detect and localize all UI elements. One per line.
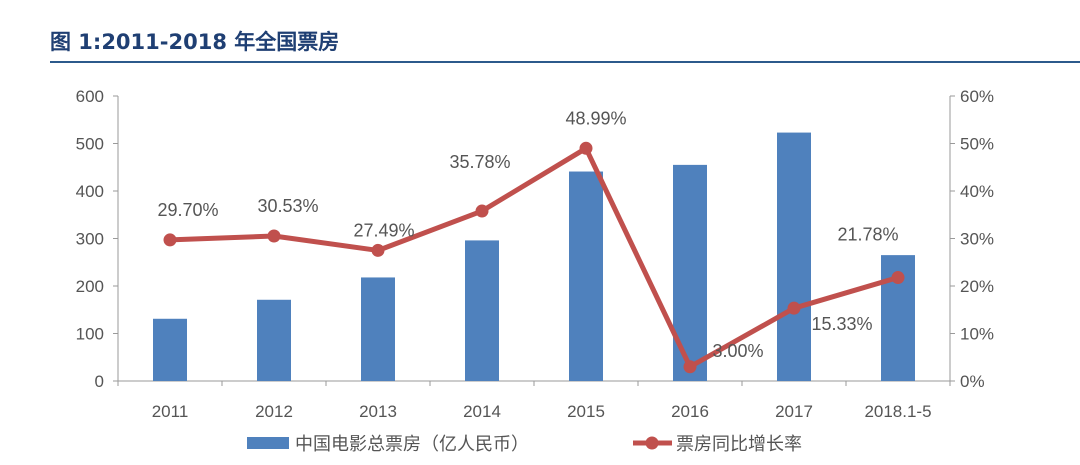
left-tick-label: 300 [76, 230, 104, 249]
growth-point-2017 [787, 301, 801, 315]
data-label: 29.70% [157, 200, 218, 220]
figure-title: 图 1:2011-2018 年全国票房 [50, 30, 340, 54]
right-tick-label: 50% [960, 135, 994, 154]
right-tick-label: 20% [960, 277, 994, 296]
bar-2015 [569, 171, 603, 381]
growth-point-2015 [579, 141, 593, 155]
growth-line [169, 145, 899, 370]
left-tick-label: 200 [76, 277, 104, 296]
bar-2016 [673, 164, 707, 381]
legend-line-label: 票房同比增长率 [676, 434, 802, 454]
right-tick-label: 10% [960, 325, 994, 344]
x-tick-label: 2014 [463, 402, 501, 421]
legend-bar-label: 中国电影总票房（亿人民币） [295, 434, 529, 454]
legend-bar-swatch [247, 437, 289, 449]
x-tick-label: 2011 [152, 402, 189, 421]
right-tick-label: 40% [960, 182, 994, 201]
left-tick-label: 100 [76, 325, 104, 344]
growth-point-2018.1-5 [891, 271, 905, 285]
bar-2012 [257, 299, 291, 381]
data-label: 3.00% [712, 341, 763, 361]
bar-2017 [777, 132, 811, 381]
growth-point-2016 [683, 360, 697, 374]
data-label: 15.33% [811, 314, 872, 334]
left-tick-label: 600 [76, 87, 104, 106]
right-tick-label: 30% [960, 230, 994, 249]
legend-line-marker [645, 436, 659, 450]
growth-point-2013 [371, 243, 385, 257]
data-label: 48.99% [565, 108, 626, 128]
x-tick-label: 2013 [359, 402, 397, 421]
title-divider [50, 61, 1080, 63]
bar-2011 [153, 318, 187, 381]
data-label: 35.78% [449, 152, 510, 172]
x-tick-label: 2017 [775, 402, 813, 421]
left-tick-label: 0 [95, 372, 104, 391]
x-tick-label: 2018.1-5 [864, 402, 931, 421]
growth-point-2011 [163, 233, 177, 247]
growth-point-2012 [267, 229, 281, 243]
data-label: 30.53% [257, 196, 318, 216]
x-tick-label: 2012 [255, 402, 293, 421]
growth-point-2014 [475, 204, 489, 218]
bar-2013 [361, 277, 395, 381]
x-tick-label: 2015 [567, 402, 605, 421]
bar-2014 [465, 240, 499, 381]
left-tick-label: 400 [76, 182, 104, 201]
left-tick-label: 500 [76, 135, 104, 154]
right-tick-label: 60% [960, 87, 994, 106]
data-label: 21.78% [837, 225, 898, 245]
right-tick-label: 0% [960, 372, 985, 391]
x-tick-label: 2016 [671, 402, 709, 421]
data-label: 27.49% [353, 220, 414, 240]
